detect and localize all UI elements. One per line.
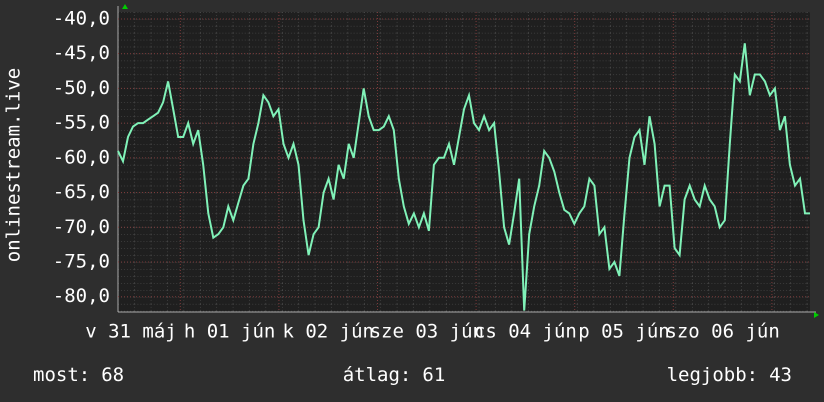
stat-label: legjobb: bbox=[667, 364, 759, 386]
stat: most: 68 bbox=[33, 364, 124, 386]
y-tick-label: -75,0 bbox=[53, 251, 110, 273]
stat: átlag: 61 bbox=[343, 364, 446, 386]
x-arrow bbox=[814, 312, 819, 318]
y-tick-label: -65,0 bbox=[53, 181, 110, 203]
y-arrow bbox=[122, 4, 128, 9]
stat-label: most: bbox=[33, 364, 90, 386]
stat-value: 68 bbox=[101, 364, 124, 386]
y-axis-label: onlinestream.live bbox=[3, 68, 25, 262]
x-tick-label: p 05 jún bbox=[578, 321, 670, 343]
stat-label: átlag: bbox=[343, 364, 412, 386]
y-tick-label: -40,0 bbox=[53, 7, 110, 29]
x-tick-label: szo 06 jún bbox=[665, 321, 779, 343]
y-tick-label: -55,0 bbox=[53, 112, 110, 134]
stat-value: 61 bbox=[422, 364, 445, 386]
stat-value: 43 bbox=[769, 364, 792, 386]
x-tick-label: sze 03 jún bbox=[370, 321, 484, 343]
y-tick-label: -80,0 bbox=[53, 285, 110, 307]
x-tick-label: k 02 jún bbox=[282, 321, 374, 343]
y-tick-label: -60,0 bbox=[53, 146, 110, 168]
y-tick-label: -45,0 bbox=[53, 42, 110, 64]
x-tick-label: cs 04 jún bbox=[474, 321, 577, 343]
y-tick-label: -50,0 bbox=[53, 77, 110, 99]
x-tick-label: h 01 jún bbox=[184, 321, 276, 343]
stat: legjobb: 43 bbox=[667, 364, 792, 386]
data-line bbox=[117, 43, 810, 311]
x-tick-label: v 31 máj bbox=[85, 321, 177, 343]
minor-grid bbox=[118, 12, 810, 312]
y-tick-label: -70,0 bbox=[53, 216, 110, 238]
